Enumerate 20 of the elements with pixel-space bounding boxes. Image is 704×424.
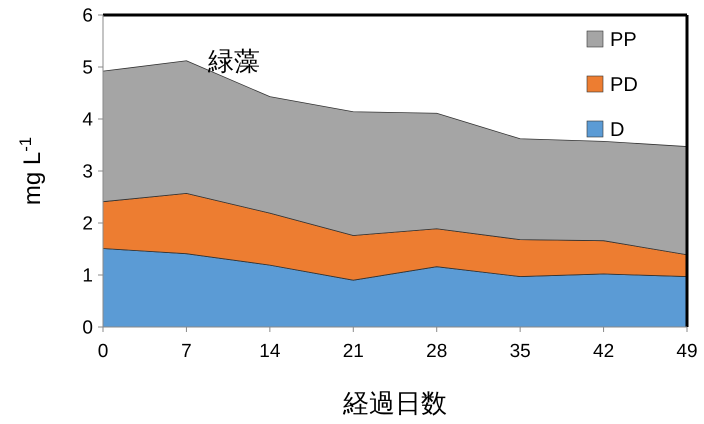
y-tick-label: 6 [82,6,93,27]
x-tick-label: 35 [510,341,531,362]
y-tick-label: 4 [82,110,94,131]
legend-label: PP [610,29,637,51]
x-tick-label: 42 [593,341,614,362]
x-axis-title: 経過日数 [342,389,447,419]
y-tick-label: 2 [82,214,93,235]
x-tick-label: 14 [259,341,281,362]
legend-label: D [610,119,624,141]
x-tick-label: 49 [676,341,698,362]
legend-label: PD [610,74,638,96]
y-tick-label: 5 [82,58,93,79]
x-tick-label: 0 [98,341,108,362]
y-tick-label: 3 [82,162,93,183]
y-tick-label: 0 [82,318,93,339]
annotation: 緑藻 [207,47,260,77]
y-tick-label: 1 [82,266,93,287]
x-tick-label: 28 [426,341,448,362]
x-tick-label: 7 [181,341,192,362]
x-tick-label: 21 [342,341,364,362]
